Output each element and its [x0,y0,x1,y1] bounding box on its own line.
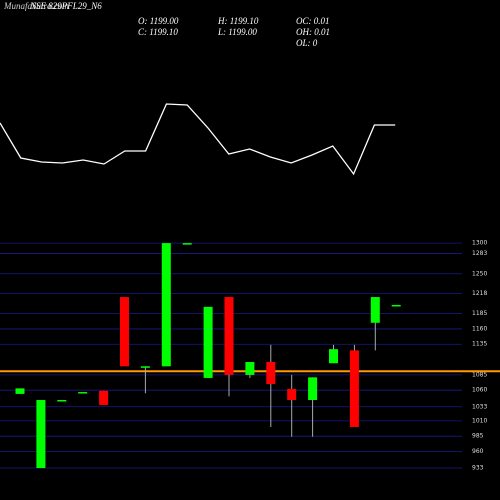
y-tick-label: 985 [472,433,484,440]
y-tick-label: 1218 [472,290,487,297]
candle-body [329,349,338,364]
candle-body [370,297,380,323]
y-tick-label: 960 [472,448,484,455]
y-tick-label: 1185 [472,310,487,317]
y-tick-label: 1283 [472,250,487,257]
y-tick-label: 1135 [472,341,487,348]
y-tick-label: 1300 [472,240,487,247]
ohlc-label: L: 1199.00 [217,27,257,37]
candle-body [78,392,88,394]
watermark: MunafaSutra.com [3,1,69,11]
y-tick-label: 1033 [472,403,487,410]
ohlc-label: C: 1199.10 [138,27,178,37]
candle-body [245,362,255,375]
ohlc-label: OL: 0 [296,38,318,48]
ohlc-label: OC: 0.01 [296,16,330,26]
candle-body [120,297,129,367]
candle-body [349,350,359,427]
ohlc-label: H: 1199.10 [217,16,259,26]
line-series [0,103,396,176]
candle-body [15,388,25,394]
y-tick-label: 1250 [472,270,487,277]
candle-body [287,388,297,401]
candle-body [224,297,234,375]
candle-body [391,304,401,307]
candle-body [161,243,171,367]
y-tick-label: 933 [472,465,484,472]
y-tick-label: 1085 [472,371,487,378]
y-tick-label: 1160 [472,325,487,332]
candle-body [182,243,192,245]
y-tick-label: 1010 [472,417,487,424]
candle-body [203,306,213,378]
ohlc-label: O: 1199.00 [138,16,179,26]
candle-body [99,390,109,405]
candle-body [266,362,276,385]
chart-title: NSE 829PFL29_N6 [29,1,102,11]
candle-body [36,400,46,469]
y-tick-label: 1060 [472,387,487,394]
candle-body [57,400,67,402]
candle-body [140,366,150,368]
ohlc-label: OH: 0.01 [296,27,330,37]
candle-body [308,377,318,401]
